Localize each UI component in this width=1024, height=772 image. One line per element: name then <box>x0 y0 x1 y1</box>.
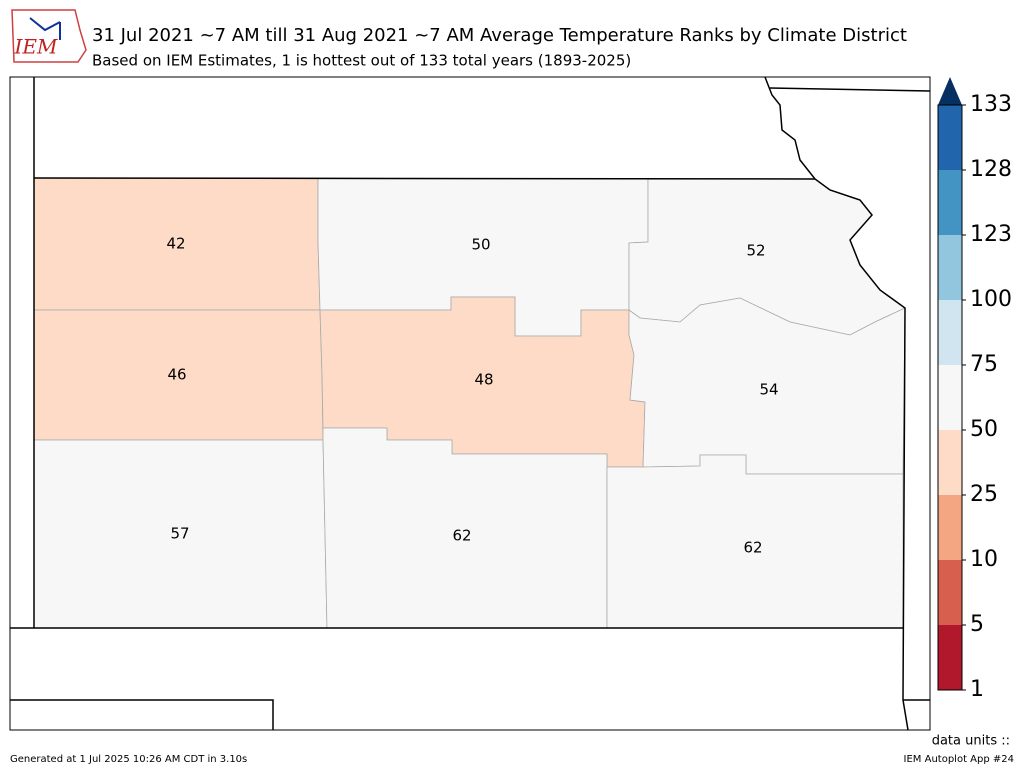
district-rank: 54 <box>759 381 778 399</box>
district <box>322 427 608 629</box>
district-rank: 48 <box>474 371 493 389</box>
district-labels: 42 50 52 46 48 54 57 62 62 <box>166 235 778 557</box>
border <box>33 177 816 180</box>
logo-icon <box>29 17 61 40</box>
colorbar-segment <box>938 105 962 170</box>
district-rank: 57 <box>170 525 189 543</box>
units-label: data units :: <box>932 734 1010 749</box>
colorbar-tick-label: 75 <box>970 352 998 377</box>
colorbar-segment <box>938 365 962 430</box>
footer-right: IEM Autoplot App #24 <box>904 754 1014 765</box>
district-rank: 50 <box>471 236 490 254</box>
colorbar-segment <box>938 495 962 560</box>
subtitle: Based on IEM Estimates, 1 is hottest out… <box>92 52 631 70</box>
logo-text: IEM <box>14 35 59 59</box>
logo: IEM <box>11 9 87 63</box>
colorbar-extend <box>938 77 962 105</box>
district-rank: 52 <box>746 242 765 260</box>
title: 31 Jul 2021 ~7 AM till 31 Aug 2021 ~7 AM… <box>92 25 907 46</box>
districts <box>33 177 906 629</box>
border <box>764 76 909 731</box>
state-borders <box>10 76 931 731</box>
colorbar-tick-label: 128 <box>970 157 1012 182</box>
colorbar-tick-label: 5 <box>970 612 984 637</box>
border <box>769 87 931 92</box>
district-rank: 62 <box>452 527 471 545</box>
colorbar-segment <box>938 170 962 235</box>
colorbar-segment <box>938 300 962 365</box>
colorbar-tick-label: 50 <box>970 417 998 442</box>
colorbar-segment <box>938 235 962 300</box>
colorbar: 1 5 10 25 50 75 100 123 128 133 <box>937 77 1012 702</box>
district-rank: 46 <box>167 366 186 384</box>
logo-outline <box>11 9 87 63</box>
district-rank: 62 <box>743 539 762 557</box>
colorbar-tick-label: 123 <box>970 222 1012 247</box>
district-rank: 42 <box>166 235 185 253</box>
colorbar-tick-label: 100 <box>970 287 1012 312</box>
colorbar-segment <box>938 560 962 625</box>
colorbar-tick-label: 1 <box>970 677 984 702</box>
colorbar-outline <box>937 104 963 691</box>
colorbar-tick-label: 10 <box>970 547 998 572</box>
colorbar-segment <box>938 625 962 690</box>
colorbar-segment <box>938 430 962 495</box>
colorbar-tick-label: 25 <box>970 482 998 507</box>
colorbar-tick-label: 133 <box>970 92 1012 117</box>
footer-left: Generated at 1 Jul 2025 10:26 AM CDT in … <box>10 754 247 765</box>
border <box>10 699 274 730</box>
